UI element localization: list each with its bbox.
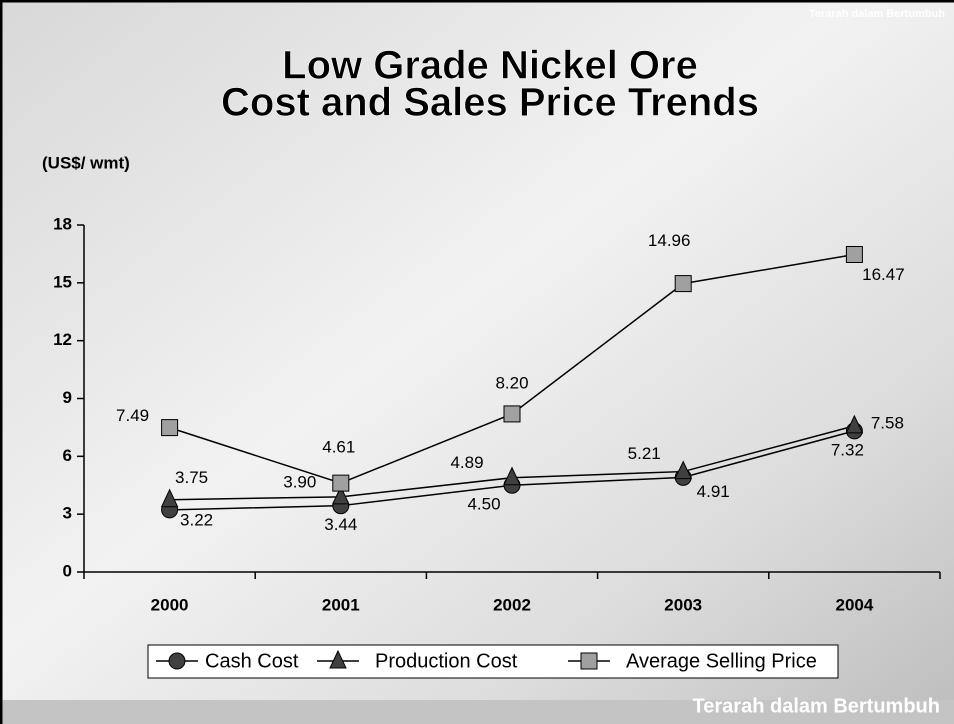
data-label: 4.91 (697, 482, 730, 501)
slogan: Terarah dalam Bertumbuh (809, 8, 945, 20)
data-label: 8.20 (495, 373, 528, 392)
y-tick-label: 12 (53, 330, 72, 349)
data-label: 7.32 (831, 440, 864, 459)
data-label: 7.49 (116, 406, 149, 425)
data-label: 4.89 (450, 453, 483, 472)
y-tick-label: 3 (63, 504, 72, 523)
y-tick-label: 15 (53, 272, 72, 291)
data-label: 7.58 (871, 413, 904, 432)
x-tick-label: 2003 (664, 595, 702, 614)
legend-label: Production Cost (375, 650, 518, 672)
slogan: Terarah dalam Bertumbuh (693, 695, 940, 717)
y-tick-label: 18 (53, 214, 72, 233)
y-axis-label: (US$/ wmt) (42, 153, 130, 172)
data-label: 16.47 (862, 265, 905, 284)
y-tick-label: 9 (63, 388, 72, 407)
legend-marker (169, 653, 185, 669)
data-point (846, 246, 862, 262)
data-point (333, 475, 349, 491)
data-label: 3.90 (283, 472, 316, 491)
data-label: 3.44 (324, 515, 357, 534)
legend-label: Cash Cost (205, 650, 299, 672)
slide: Terarah dalam Bertumbuh Terarah dalam Be… (0, 0, 954, 724)
data-point (675, 276, 691, 292)
legend-label: Average Selling Price (626, 650, 817, 672)
x-tick-label: 2002 (493, 595, 531, 614)
data-label: 14.96 (648, 231, 691, 250)
data-point (162, 420, 178, 436)
data-label: 4.61 (322, 438, 355, 457)
x-tick-label: 2001 (322, 595, 360, 614)
x-tick-label: 2004 (835, 595, 873, 614)
x-tick-label: 2000 (151, 595, 189, 614)
data-label: 3.22 (180, 510, 213, 529)
legend-marker (581, 653, 597, 669)
data-point (504, 406, 520, 422)
data-label: 4.50 (467, 495, 500, 514)
data-label: 3.75 (175, 468, 208, 487)
y-tick-label: 0 (63, 561, 72, 580)
chart-title: Cost and Sales Price Trends (221, 81, 759, 125)
y-tick-label: 6 (63, 446, 72, 465)
data-label: 5.21 (628, 444, 661, 463)
